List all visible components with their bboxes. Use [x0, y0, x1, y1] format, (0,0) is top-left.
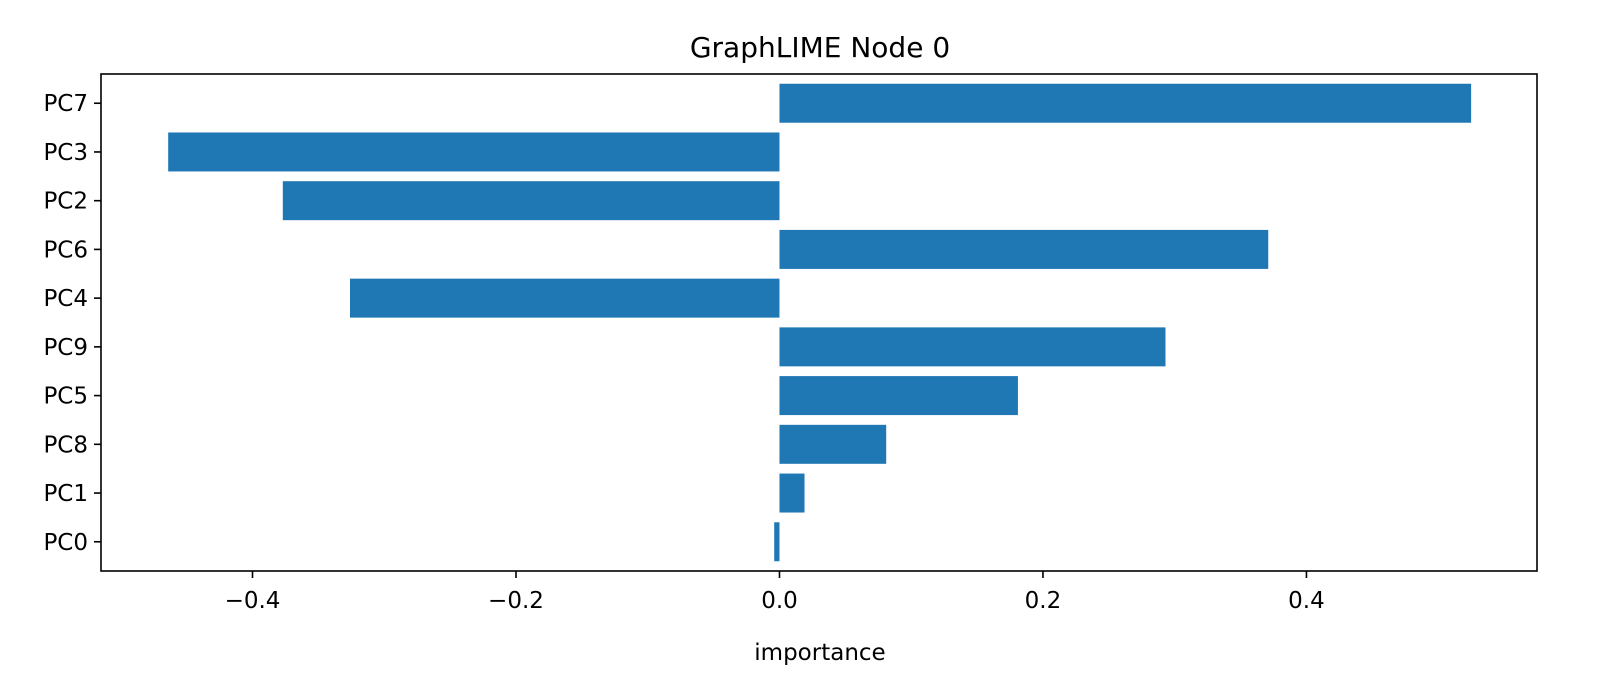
y-tick-label: PC6 [43, 237, 88, 263]
y-tick-label: PC4 [43, 286, 88, 312]
y-tick-label: PC1 [43, 481, 88, 507]
x-tick-label: 0.4 [1288, 588, 1325, 614]
y-ticks-layer: PC7 PC3 PC2 PC6 PC4 PC9 PC5 PC8 PC1 PC0 [43, 91, 101, 556]
y-tick-label: PC9 [43, 335, 88, 361]
bar-pc5 [779, 376, 1018, 416]
bar-pc2 [282, 181, 780, 221]
y-tick-label: PC3 [43, 140, 88, 166]
bar-pc9 [779, 327, 1166, 367]
bar-pc3 [168, 132, 780, 172]
y-tick-label: PC0 [43, 530, 88, 556]
bar-pc6 [779, 229, 1269, 269]
y-tick-label: PC7 [43, 91, 88, 117]
x-tick-label: −0.2 [488, 588, 544, 614]
y-tick-label: PC8 [43, 432, 88, 458]
bar-pc7 [779, 83, 1472, 123]
y-tick-label: PC5 [43, 384, 88, 410]
y-tick-label: PC2 [43, 189, 88, 215]
x-axis-label: importance [754, 640, 885, 666]
chart-title: GraphLIME Node 0 [690, 31, 950, 64]
x-tick-label: 0.0 [761, 588, 798, 614]
bar-pc8 [779, 424, 887, 464]
bars-layer [168, 83, 1472, 562]
x-tick-label: 0.2 [1025, 588, 1062, 614]
x-tick-label: −0.4 [225, 588, 281, 614]
bar-pc1 [779, 473, 805, 513]
plot-frame [100, 73, 1538, 572]
x-ticks-layer: −0.4 −0.2 0.0 0.2 0.4 [225, 571, 1325, 614]
bar-pc4 [349, 278, 780, 318]
bar-pc0 [774, 522, 780, 562]
